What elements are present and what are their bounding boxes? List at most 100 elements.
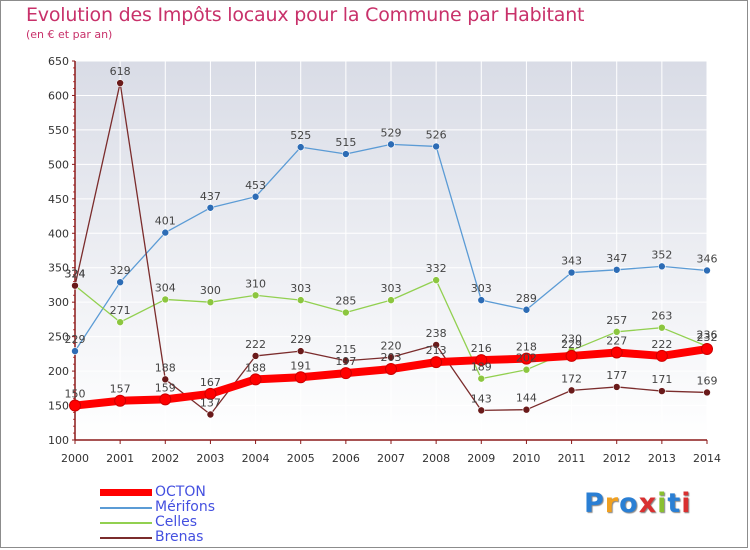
legend-swatch-celles	[100, 522, 152, 524]
data-point-brenas	[206, 410, 215, 419]
data-point-brenas	[296, 347, 305, 355]
data-point-octon	[385, 363, 397, 376]
data-label-brenas: 143	[471, 392, 492, 405]
proxiti-logo: Proxiti	[584, 488, 692, 519]
data-point-octon	[701, 343, 713, 356]
data-label-mrifons: 303	[471, 282, 492, 295]
data-label-octon: 232	[697, 331, 718, 344]
data-label-celles: 285	[335, 295, 356, 308]
data-label-celles: 189	[471, 361, 492, 374]
data-point-celles	[342, 308, 350, 317]
data-label-octon: 229	[561, 338, 582, 351]
xtick-label: 2011	[558, 452, 586, 465]
data-label-octon: 222	[651, 338, 672, 351]
data-label-brenas: 324	[65, 268, 86, 281]
data-point-mrifons	[703, 266, 711, 275]
logo-letter: o	[619, 488, 639, 519]
ytick-label: 500	[48, 158, 69, 171]
data-label-celles: 257	[606, 314, 627, 327]
data-label-celles: 263	[651, 310, 672, 323]
legend-label-merifons: Mérifons	[155, 499, 215, 515]
legend: OCTON Mérifons Celles Brenas	[100, 484, 280, 545]
data-label-celles: 236	[697, 328, 718, 341]
xtick-label: 2014	[693, 452, 721, 465]
legend-item-merifons[interactable]: Mérifons	[100, 499, 280, 515]
data-label-mrifons: 289	[516, 292, 537, 305]
data-point-celles	[296, 296, 305, 304]
legend-label-octon: OCTON	[155, 484, 206, 500]
data-point-brenas	[522, 405, 531, 414]
data-point-mrifons	[387, 140, 395, 149]
data-point-celles	[251, 291, 260, 300]
ytick-label: 450	[48, 193, 69, 206]
data-label-mrifons: 352	[651, 248, 672, 261]
data-label-celles: 271	[110, 304, 131, 317]
data-label-octon: 150	[65, 388, 86, 401]
data-point-celles	[387, 296, 395, 304]
data-point-octon	[339, 367, 352, 380]
chart-subtitle: (en € et par an)	[26, 28, 113, 41]
xtick-label: 2013	[648, 452, 676, 465]
data-point-brenas	[251, 352, 260, 360]
data-point-mrifons	[432, 142, 440, 151]
data-label-octon: 216	[471, 342, 492, 355]
legend-swatch-brenas	[100, 537, 152, 539]
ytick-label: 150	[48, 400, 69, 413]
xtick-label: 2001	[106, 452, 134, 465]
chart-title: Evolution des Impôts locaux pour la Comm…	[26, 4, 585, 26]
data-point-brenas	[567, 386, 576, 395]
data-label-mrifons: 401	[155, 215, 176, 228]
data-label-brenas: 169	[697, 374, 718, 387]
legend-item-celles[interactable]: Celles	[100, 514, 280, 530]
data-point-brenas	[71, 281, 79, 290]
data-point-mrifons	[251, 192, 260, 201]
data-label-celles: 300	[200, 284, 221, 297]
data-label-mrifons: 515	[335, 136, 356, 149]
data-point-brenas	[116, 79, 124, 87]
data-label-brenas: 238	[426, 327, 447, 340]
legend-label-brenas: Brenas	[155, 529, 204, 545]
data-point-celles	[161, 295, 170, 304]
data-label-celles: 303	[290, 282, 311, 295]
data-point-octon	[69, 399, 81, 412]
data-label-brenas: 215	[335, 343, 356, 356]
data-label-octon: 188	[245, 361, 266, 374]
data-point-octon	[114, 394, 127, 407]
logo-letter: x	[638, 488, 658, 519]
legend-item-octon[interactable]: OCTON	[100, 484, 280, 500]
xtick-label: 2010	[512, 452, 540, 465]
data-point-octon	[294, 371, 307, 384]
data-label-celles: 324	[65, 268, 86, 281]
data-label-octon: 159	[155, 381, 176, 394]
data-label-celles: 332	[426, 262, 447, 275]
ytick-label: 250	[48, 331, 69, 344]
data-label-octon: 157	[110, 383, 131, 396]
data-label-octon: 213	[426, 344, 447, 357]
data-point-mrifons	[477, 296, 486, 304]
data-point-octon	[430, 356, 443, 369]
logo-letter: P	[584, 488, 605, 519]
data-label-brenas: 137	[200, 397, 221, 410]
data-point-brenas	[703, 388, 711, 397]
logo-letter: i	[657, 488, 668, 519]
data-label-octon: 203	[381, 351, 402, 364]
ytick-label: 300	[48, 296, 69, 309]
data-point-octon	[610, 346, 623, 359]
legend-item-brenas[interactable]: Brenas	[100, 529, 280, 545]
xtick-label: 2006	[332, 452, 360, 465]
xtick-label: 2002	[151, 452, 179, 465]
data-point-brenas	[342, 356, 350, 365]
xtick-label: 2008	[422, 452, 450, 465]
data-point-celles	[522, 365, 531, 374]
xtick-label: 2012	[603, 452, 631, 465]
data-label-mrifons: 329	[110, 264, 131, 277]
data-label-mrifons: 453	[245, 179, 266, 192]
data-label-brenas: 220	[381, 339, 402, 352]
logo-letter: t	[667, 488, 682, 519]
xtick-label: 2000	[61, 452, 89, 465]
data-label-brenas: 188	[155, 361, 176, 374]
data-label-mrifons: 525	[290, 129, 311, 142]
data-point-mrifons	[522, 305, 531, 314]
